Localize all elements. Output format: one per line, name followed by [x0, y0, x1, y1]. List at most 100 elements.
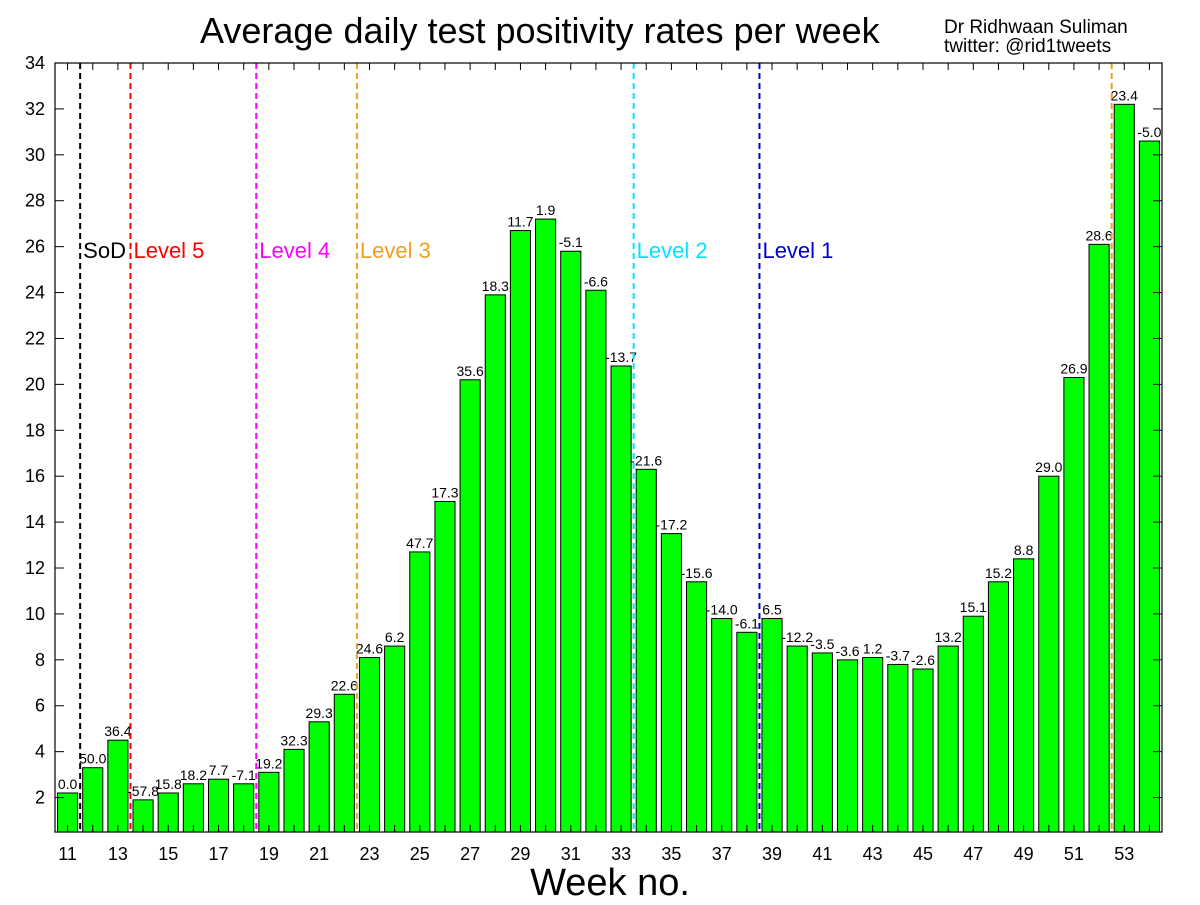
bar	[107, 739, 129, 833]
level-label: Level 3	[360, 238, 431, 263]
x-tick-label: 45	[913, 844, 933, 864]
x-tick-label: 17	[209, 844, 229, 864]
x-axis-label: Week no.	[530, 862, 690, 904]
bar	[82, 767, 104, 833]
bar-value-label: -15.6	[681, 565, 713, 581]
bar-value-label: 6.2	[385, 629, 405, 645]
bar-value-label: -3.6	[835, 643, 859, 659]
x-tick-label: 47	[963, 844, 983, 864]
bar	[1138, 140, 1160, 833]
bar	[258, 771, 280, 833]
bar-value-label: -7.1	[232, 767, 256, 783]
x-tick-label: 35	[661, 844, 681, 864]
bar-value-label: -13.7	[605, 349, 637, 365]
level-label: SoD	[83, 238, 126, 263]
bar-value-label: 32.3	[280, 732, 307, 748]
level-label: Level 1	[762, 238, 833, 263]
bar	[660, 533, 682, 833]
bars-group	[57, 103, 1160, 833]
y-tick-label: 32	[25, 99, 45, 119]
bar	[711, 618, 733, 833]
bar	[610, 365, 632, 833]
bar	[409, 551, 431, 833]
bar-value-label: 24.6	[356, 641, 383, 657]
level-lines-group: SoD Level 5 Level 4 Level 3 Level 2 Level 1	[79, 63, 1113, 832]
bar-value-label: -57.8	[127, 783, 159, 799]
y-tick-label: 4	[35, 742, 45, 762]
bar-value-label: 23.4	[1111, 87, 1138, 103]
x-tick-label: 41	[812, 844, 832, 864]
y-tick-label: 26	[25, 237, 45, 257]
y-tick-label: 16	[25, 466, 45, 486]
bar-value-label: 13.2	[935, 629, 962, 645]
bar	[207, 778, 230, 833]
bar	[560, 250, 582, 833]
author-name: Dr Ridhwaan Suliman	[944, 17, 1128, 38]
bar	[786, 645, 808, 833]
bar-value-label: 26.9	[1060, 360, 1087, 376]
x-tick-label: 29	[510, 844, 530, 864]
bar-value-label: 28.6	[1085, 227, 1112, 243]
y-tick-label: 18	[25, 420, 45, 440]
x-tick-label: 19	[259, 844, 279, 864]
bar-value-label: 7.7	[209, 762, 229, 778]
bar	[962, 615, 984, 833]
x-tick-label: 21	[309, 844, 329, 864]
x-tick-label: 49	[1014, 844, 1034, 864]
y-tick-label: 24	[25, 283, 45, 303]
bar-value-label: 36.4	[104, 723, 131, 739]
bar-value-label: 19.2	[255, 755, 282, 771]
bar-value-label: 15.8	[155, 776, 182, 792]
bar	[459, 379, 481, 833]
level-label: Level 4	[259, 238, 330, 263]
bar-value-label: -17.2	[655, 517, 687, 533]
plot-frame	[54, 62, 1163, 833]
y-tick-label: 34	[25, 53, 45, 73]
y-tick-label: 12	[25, 558, 45, 578]
x-tick-label: 33	[611, 844, 631, 864]
bar	[1038, 475, 1060, 833]
bar	[987, 581, 1010, 833]
y-tick-label: 28	[25, 191, 45, 211]
bar-value-label: 35.6	[457, 363, 484, 379]
bar	[535, 218, 557, 833]
x-tick-label: 31	[561, 844, 581, 864]
x-tick-label: 37	[712, 844, 732, 864]
bar	[233, 783, 255, 833]
bar	[1088, 243, 1110, 833]
bar-value-label: -6.6	[584, 273, 608, 289]
bar	[685, 581, 708, 833]
y-tick-label: 2	[35, 788, 45, 808]
bar	[182, 783, 204, 833]
y-tick-label: 8	[35, 650, 45, 670]
bar-value-label: 0.0	[58, 776, 78, 792]
bar	[283, 748, 305, 833]
chart-title: Average daily test positivity rates per …	[200, 10, 880, 51]
bar	[384, 645, 406, 833]
bar	[1063, 376, 1085, 833]
bar-value-label: -12.2	[781, 629, 813, 645]
y-tick-label: 20	[25, 374, 45, 394]
x-tick-label: 23	[359, 844, 379, 864]
x-tick-label: 25	[410, 844, 430, 864]
bar-value-label: 6.5	[762, 602, 782, 618]
bar-value-label: -3.7	[886, 647, 910, 663]
bar	[811, 652, 833, 833]
y-tick-label: 10	[25, 604, 45, 624]
bar-value-label: 47.7	[406, 535, 433, 551]
x-tick-label: 53	[1114, 844, 1134, 864]
bar-value-label: 8.8	[1014, 542, 1034, 558]
bar-value-label: 15.1	[960, 599, 987, 615]
x-tick-label: 39	[762, 844, 782, 864]
y-tick-label: 6	[35, 696, 45, 716]
bar-value-label: -3.5	[810, 636, 834, 652]
level-label: Level 2	[637, 238, 708, 263]
bar	[585, 289, 607, 833]
bar	[333, 693, 355, 833]
bar-value-label: 22.6	[331, 677, 358, 693]
bar-labels-group: 0.050.0 36.4 -57.815.818.2 7.7 -7.119.2 32.3 2…	[58, 87, 1162, 799]
bar	[308, 721, 330, 833]
bar-value-label: -2.6	[911, 652, 935, 668]
x-tick-label: 11	[58, 844, 77, 864]
